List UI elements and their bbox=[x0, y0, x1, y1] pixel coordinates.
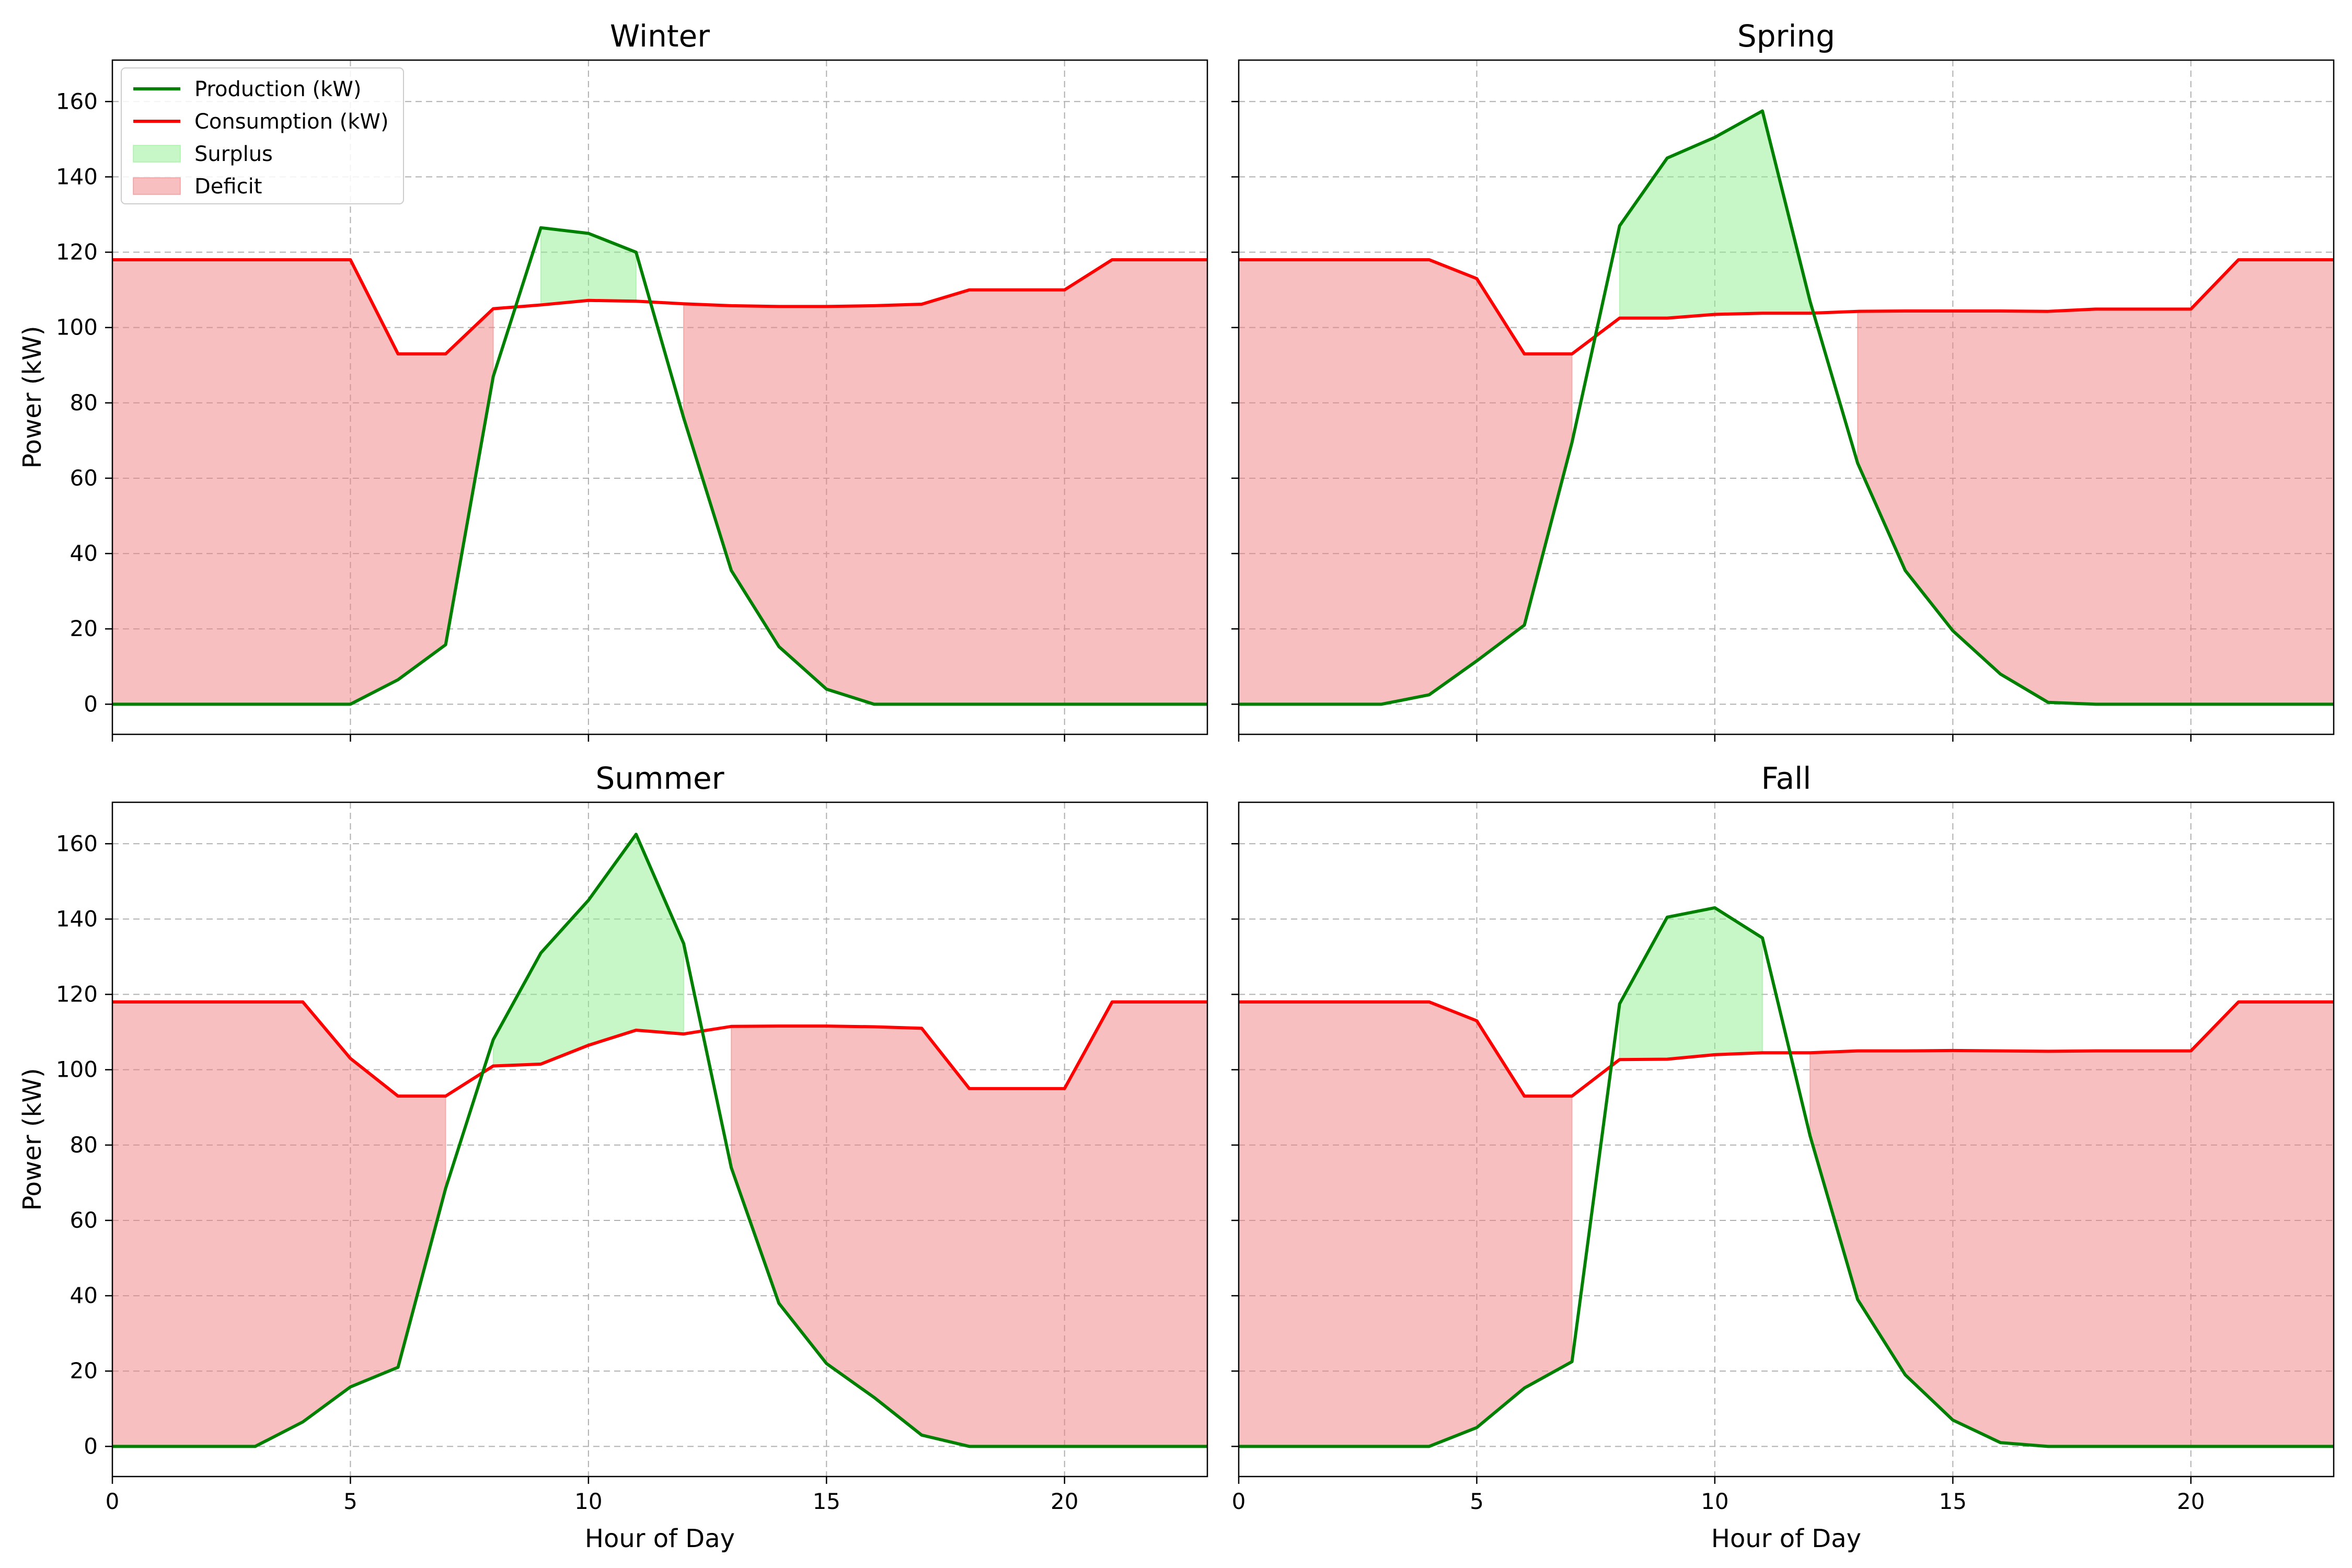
axes-frame bbox=[1238, 59, 2335, 735]
y-tick-label: 100 bbox=[56, 1057, 98, 1082]
production-line bbox=[112, 833, 1207, 1448]
y-tick-label: 80 bbox=[70, 1132, 98, 1158]
x-tick-label: 15 bbox=[813, 1489, 840, 1514]
legend-label: Consumption (kW) bbox=[194, 110, 389, 134]
panel-winter: 0 20 40 60 80 100 120 140 160 Winter Power (kW) Pro… bbox=[18, 18, 1208, 742]
y-tick-label: 120 bbox=[56, 982, 98, 1007]
panel-fall: 0 5 10 15 20 Fall Hour of Day bbox=[1231, 760, 2335, 1553]
x-tick-label: 20 bbox=[2177, 1489, 2205, 1514]
x-tick-label: 10 bbox=[1701, 1489, 1728, 1514]
legend-swatch-patch bbox=[133, 177, 181, 195]
y-tick-label: 40 bbox=[70, 540, 98, 566]
y-tick-label: 0 bbox=[84, 1433, 98, 1459]
y-tick-label: 20 bbox=[70, 1358, 98, 1383]
y-tick-label: 20 bbox=[70, 616, 98, 641]
y-tick-label: 160 bbox=[56, 831, 98, 856]
x-axis-label: Hour of Day bbox=[1711, 1524, 1861, 1553]
x-tick-label: 5 bbox=[1470, 1489, 1484, 1514]
consumption-line bbox=[112, 1000, 1207, 1098]
consumption-line bbox=[112, 258, 1207, 356]
y-tick-label: 40 bbox=[70, 1283, 98, 1308]
y-axis-label: Power (kW) bbox=[18, 1068, 47, 1210]
y-tick-label: 120 bbox=[56, 239, 98, 265]
panel-title: Summer bbox=[595, 760, 724, 796]
panel-title: Winter bbox=[610, 18, 710, 54]
axes-frame bbox=[111, 801, 1208, 1478]
panel-spring: Spring bbox=[1231, 18, 2335, 742]
y-tick-label: 100 bbox=[56, 315, 98, 340]
production-line bbox=[1239, 906, 2334, 1448]
consumption-line bbox=[1239, 1000, 2334, 1098]
production-line bbox=[112, 226, 1207, 706]
panel-title: Spring bbox=[1737, 18, 1835, 54]
y-tick-label: 160 bbox=[56, 88, 98, 114]
legend-label: Production (kW) bbox=[194, 77, 361, 101]
consumption-line bbox=[1239, 258, 2334, 356]
legend-label: Surplus bbox=[194, 142, 273, 166]
legend-box bbox=[121, 67, 404, 204]
y-tick-label: 0 bbox=[84, 691, 98, 717]
x-tick-label: 5 bbox=[343, 1489, 358, 1514]
y-tick-label: 80 bbox=[70, 390, 98, 416]
x-tick-label: 0 bbox=[106, 1489, 120, 1514]
x-axis-label: Hour of Day bbox=[585, 1524, 735, 1553]
y-tick-label: 60 bbox=[70, 465, 98, 491]
y-tick-label: 60 bbox=[70, 1207, 98, 1233]
legend: Production (kW) Consumption (kW) Surplus De… bbox=[121, 67, 404, 204]
production-line bbox=[1239, 109, 2334, 706]
x-tick-label: 10 bbox=[574, 1489, 602, 1514]
x-tick-label: 0 bbox=[1232, 1489, 1246, 1514]
panel-title: Fall bbox=[1761, 760, 1812, 796]
panel-summer: 0 5 10 15 20 0 20 40 60 80 100 120 140 160 Summer Power… bbox=[18, 760, 1208, 1553]
legend-swatch-patch bbox=[133, 145, 181, 163]
axes-frame bbox=[1238, 801, 2335, 1478]
axes-frame bbox=[111, 59, 1208, 735]
legend-label: Deficit bbox=[194, 175, 262, 199]
y-axis-label: Power (kW) bbox=[18, 326, 47, 468]
y-tick-label: 140 bbox=[56, 164, 98, 189]
x-tick-label: 15 bbox=[1939, 1489, 1967, 1514]
y-tick-label: 140 bbox=[56, 906, 98, 931]
x-tick-label: 20 bbox=[1051, 1489, 1078, 1514]
